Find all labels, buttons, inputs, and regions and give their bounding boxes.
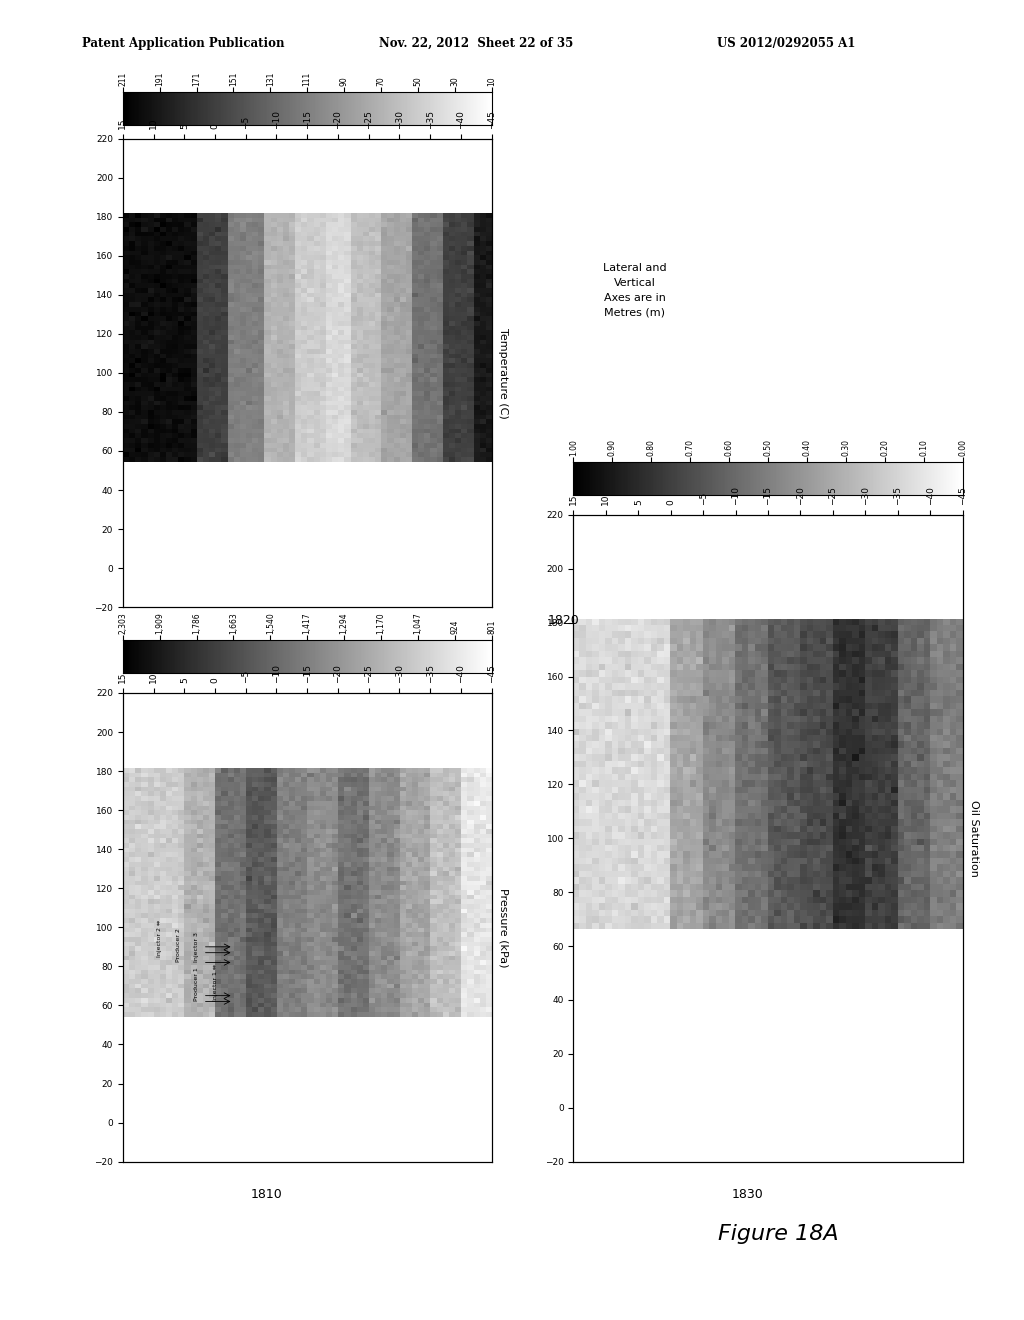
Text: Producer 1: Producer 1 (195, 968, 199, 1002)
Text: Producer 2: Producer 2 (176, 928, 180, 962)
Text: 1810: 1810 (250, 1188, 283, 1201)
Text: Figure 18A: Figure 18A (718, 1224, 839, 1245)
Text: 1830: 1830 (731, 1188, 764, 1201)
Text: Injector 2 ⇔: Injector 2 ⇔ (158, 919, 162, 957)
Y-axis label: Pressure (kPa): Pressure (kPa) (499, 887, 508, 968)
Text: Injector 3: Injector 3 (195, 932, 199, 962)
Text: Nov. 22, 2012  Sheet 22 of 35: Nov. 22, 2012 Sheet 22 of 35 (379, 37, 573, 50)
Text: Injector 1 ⇔: Injector 1 ⇔ (213, 965, 217, 1002)
Y-axis label: Temperature (C): Temperature (C) (499, 327, 508, 418)
Text: 1820: 1820 (548, 614, 580, 627)
Text: Patent Application Publication: Patent Application Publication (82, 37, 285, 50)
Y-axis label: Oil Saturation: Oil Saturation (970, 800, 979, 876)
Text: US 2012/0292055 A1: US 2012/0292055 A1 (717, 37, 855, 50)
Text: Lateral and
Vertical
Axes are in
Metres (m): Lateral and Vertical Axes are in Metres … (603, 263, 667, 318)
